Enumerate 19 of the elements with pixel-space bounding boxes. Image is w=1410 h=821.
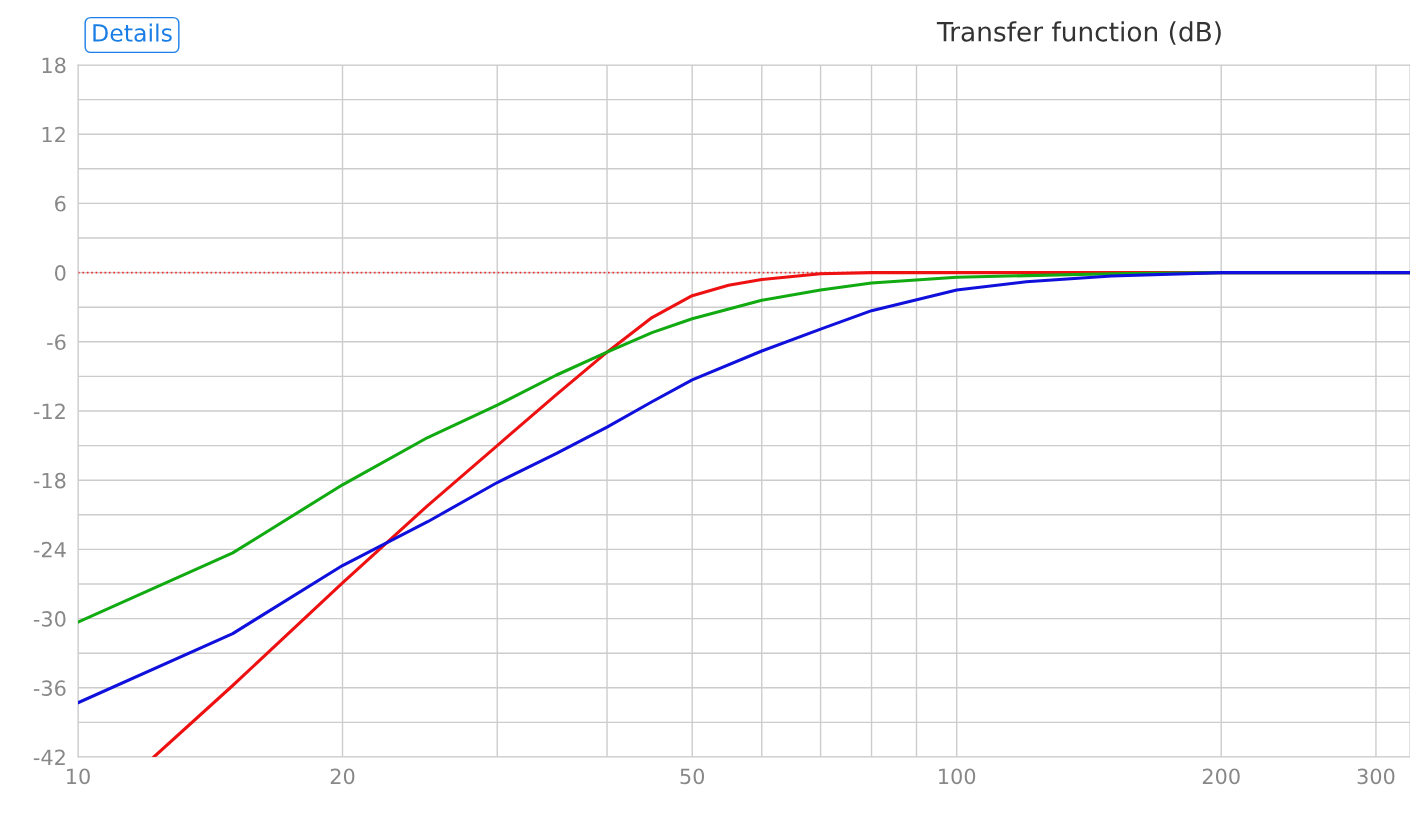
y-tick-label: 12: [42, 126, 65, 143]
x-tick-label: 20: [330, 768, 355, 785]
x-tick-label: 50: [680, 768, 705, 785]
y-tick-label: -24: [33, 541, 66, 558]
x-tick-label: 300: [1357, 768, 1395, 785]
x-tick-label: 10: [67, 768, 90, 785]
y-tick-label: -6: [47, 334, 66, 351]
text: Details: [93, 23, 172, 42]
y-tick-label: -30: [33, 611, 66, 627]
y-tick-label: 18: [42, 57, 66, 74]
y-tick-label: -18: [33, 472, 66, 489]
y-tick-label: -42: [33, 749, 65, 765]
x-tick-label: 100: [939, 768, 976, 785]
y-tick-label: -12: [33, 403, 65, 419]
y-tick-label: 6: [55, 195, 66, 212]
x-tick-label: 200: [1202, 768, 1240, 785]
y-tick-label: -36: [33, 680, 66, 697]
y-tick-label: 0: [55, 265, 66, 281]
chart-title: Transfer function (dB): [936, 21, 1221, 45]
